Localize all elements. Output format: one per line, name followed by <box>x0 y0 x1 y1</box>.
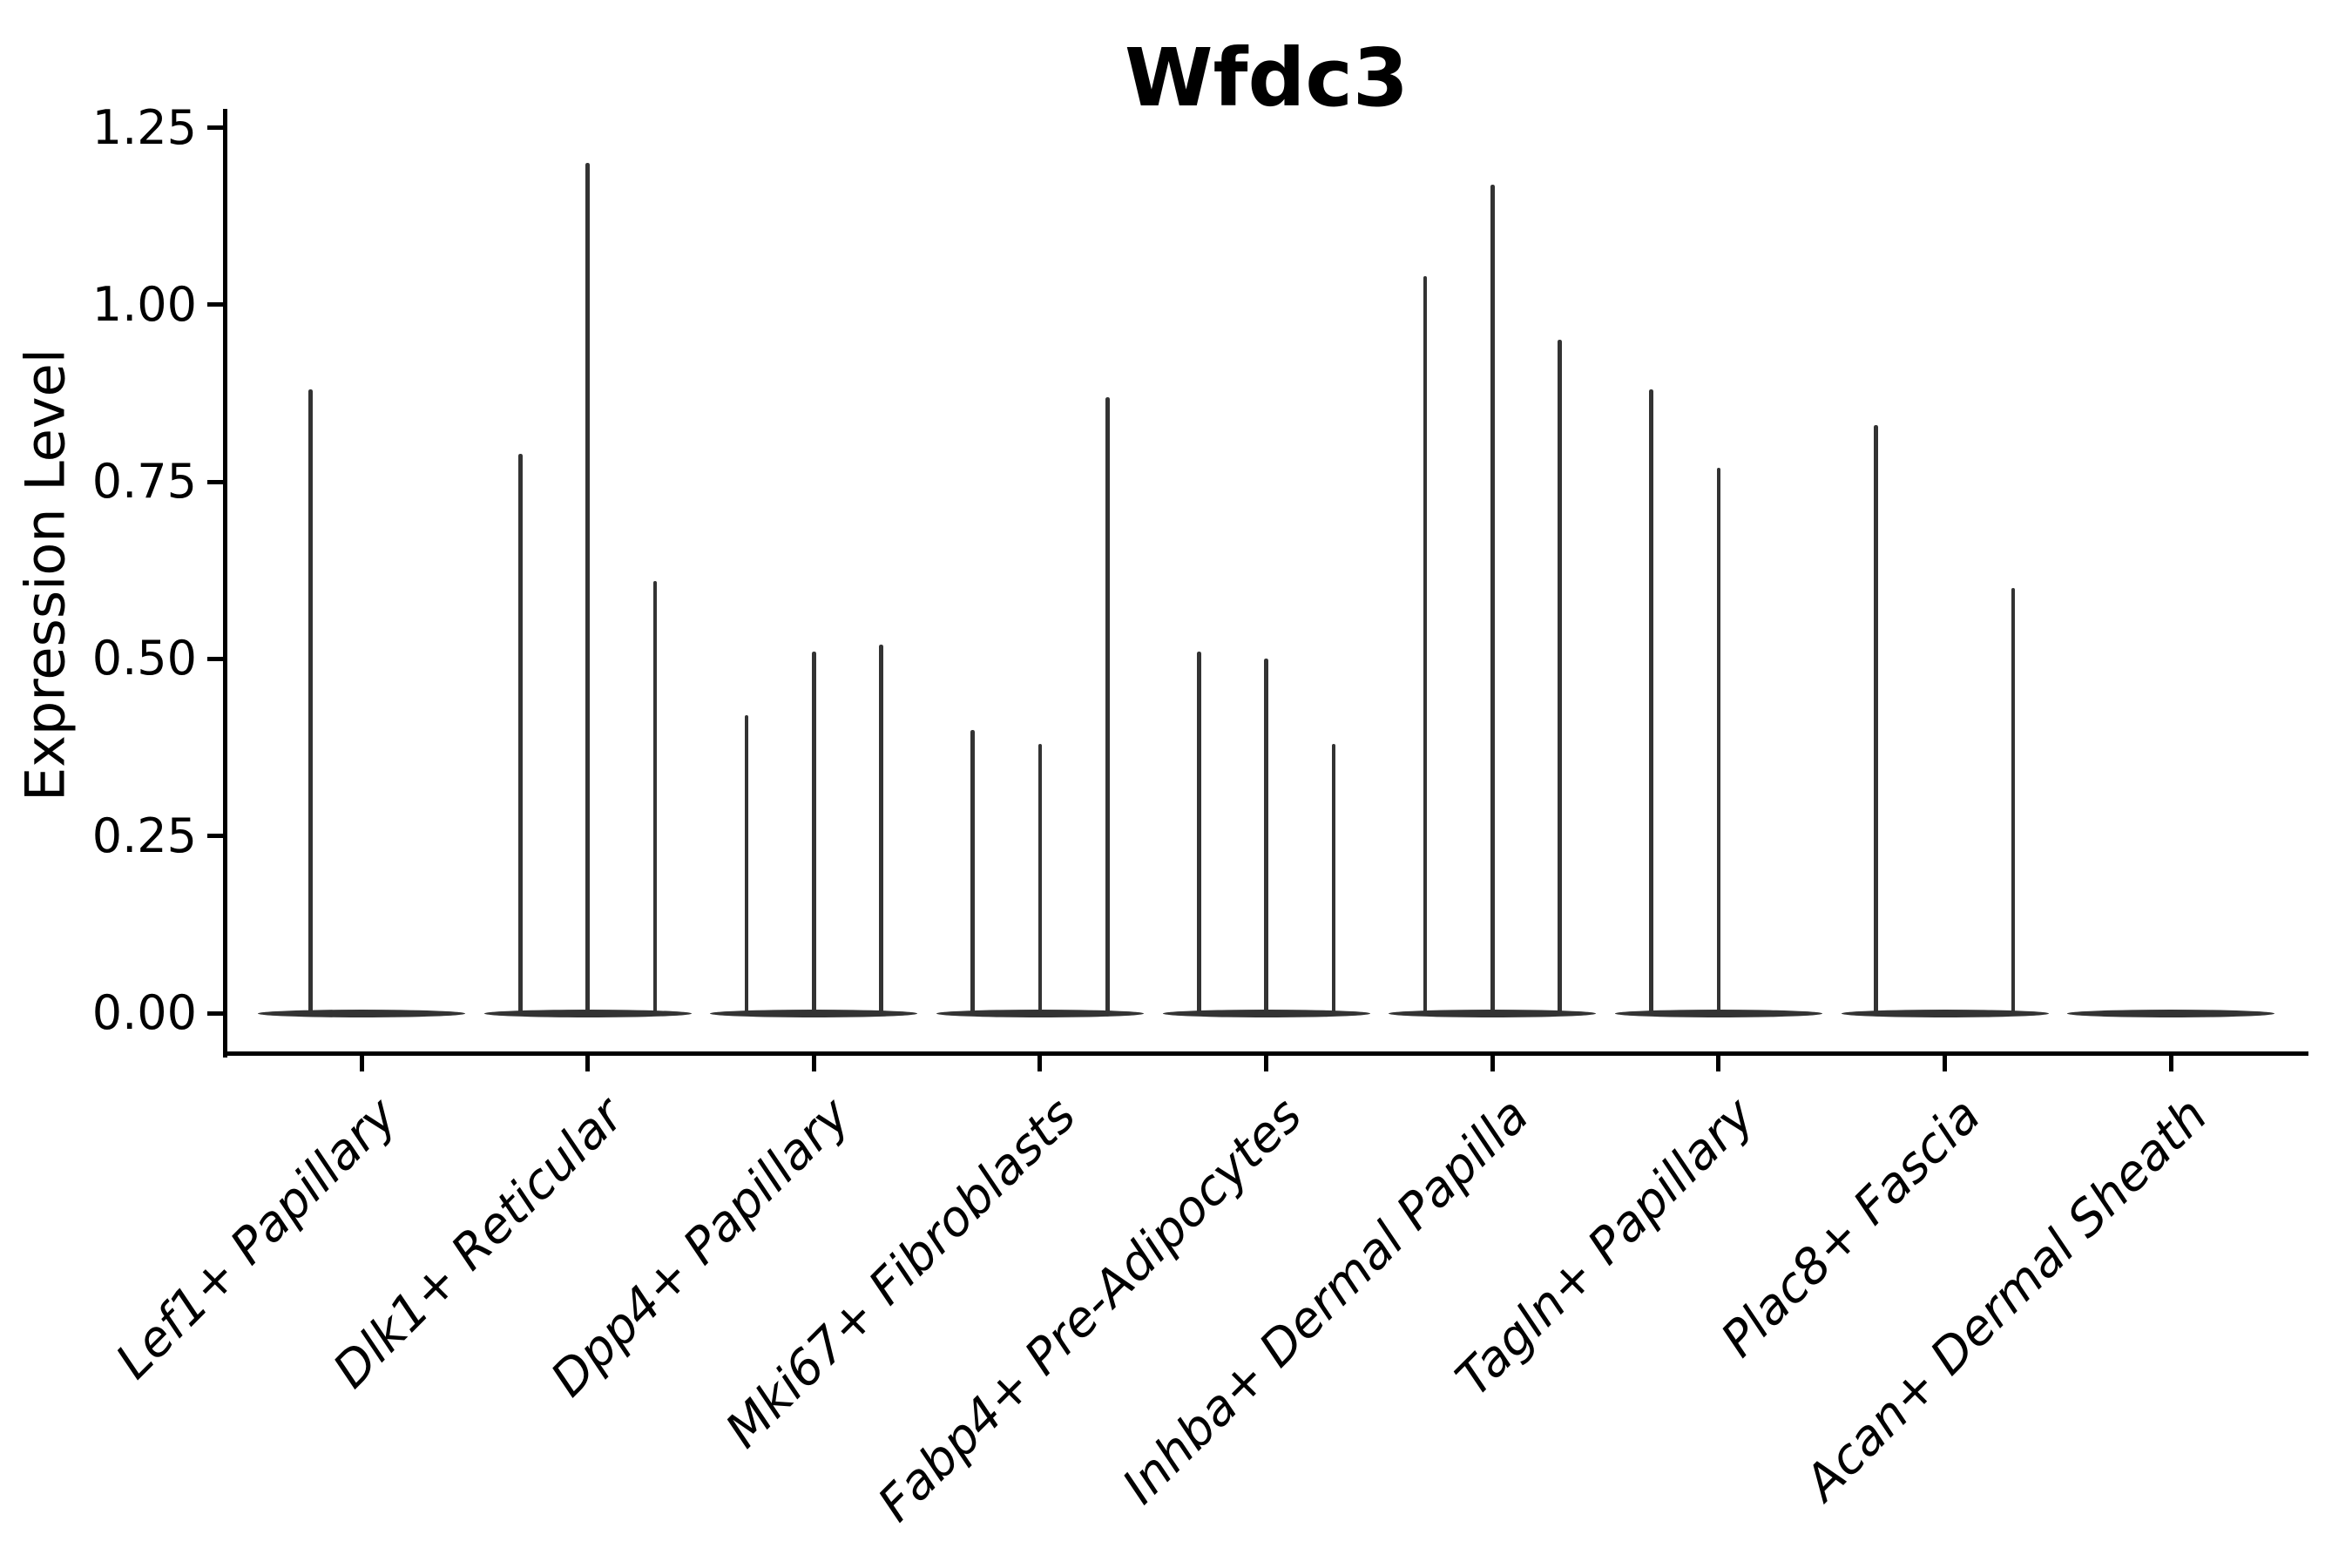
violin-spike <box>1264 659 1268 1013</box>
y-tick-label: 0.75 <box>91 454 197 510</box>
y-axis-label: Expression Level <box>13 348 78 801</box>
violin-body <box>2067 1009 2275 1017</box>
x-tick-label: Inhba+ Dermal Papilla <box>1112 1087 1540 1516</box>
y-tick-mark <box>206 1010 223 1016</box>
y-tick-label: 1.00 <box>91 276 197 332</box>
violin-spike <box>518 453 523 1013</box>
chart-title: Wfdc3 <box>1125 31 1409 125</box>
y-tick-label: 1.25 <box>91 99 197 155</box>
y-tick-label: 0.00 <box>91 985 197 1040</box>
y-axis-spine <box>222 109 227 1058</box>
violin-spike <box>879 645 883 1013</box>
x-tick-mark <box>2168 1055 2173 1071</box>
violin-spike <box>1105 396 1110 1013</box>
y-tick-mark <box>206 656 223 661</box>
y-tick-mark <box>206 479 223 484</box>
violin-spike <box>1558 340 1562 1013</box>
x-tick-mark <box>585 1055 591 1071</box>
violin-spike <box>1490 184 1495 1013</box>
violin-spike <box>1423 276 1428 1013</box>
x-tick-mark <box>359 1055 364 1071</box>
violin-body <box>1162 1009 1370 1017</box>
y-tick-label: 0.25 <box>91 808 197 863</box>
violin-body <box>1389 1009 1597 1017</box>
y-tick-mark <box>206 125 223 130</box>
violin-spike <box>2011 588 2016 1013</box>
x-tick-label: Fabp4+ Pre-Adipocytes <box>868 1087 1314 1533</box>
x-tick-mark <box>1490 1055 1495 1071</box>
violin-spike <box>970 729 975 1013</box>
violin-spike <box>585 163 590 1013</box>
violin-spike <box>744 715 749 1013</box>
violin-spike <box>308 389 313 1013</box>
x-tick-mark <box>1716 1055 1721 1071</box>
violin-body <box>936 1009 1144 1017</box>
violin-body <box>1615 1009 1822 1017</box>
y-tick-mark <box>206 302 223 308</box>
x-tick-mark <box>1037 1055 1043 1071</box>
y-tick-label: 0.50 <box>91 631 197 686</box>
violin-spike <box>1331 743 1336 1013</box>
x-tick-mark <box>1943 1055 1948 1071</box>
violin-body <box>258 1009 465 1017</box>
x-tick-label: Acan+ Dermal Sheath <box>1794 1087 2219 1511</box>
x-tick-mark <box>1264 1055 1269 1071</box>
violin-spike <box>1197 652 1201 1013</box>
x-tick-mark <box>811 1055 816 1071</box>
violin-body <box>1841 1009 2049 1017</box>
x-axis-spine <box>222 1051 2308 1056</box>
y-tick-mark <box>206 834 223 839</box>
violin-spike <box>1649 389 1653 1013</box>
violin-spike <box>652 580 658 1013</box>
violin-body <box>483 1009 692 1017</box>
violin-body <box>710 1009 918 1017</box>
violin-spike <box>1037 743 1043 1013</box>
violin-spike <box>812 652 816 1013</box>
violin-spike <box>1874 425 1878 1013</box>
violin-spike <box>1716 467 1721 1013</box>
